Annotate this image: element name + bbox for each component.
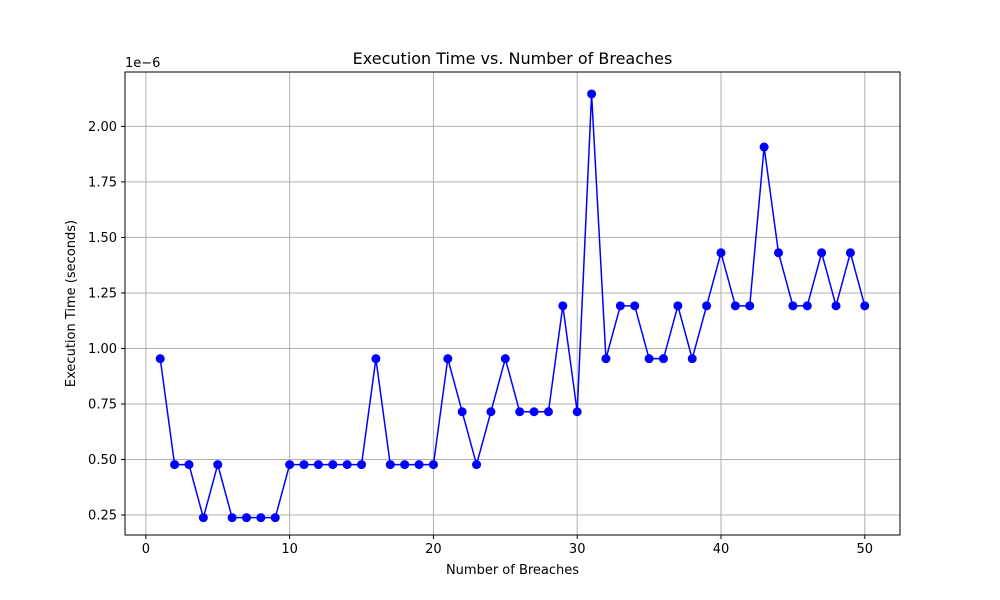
data-point [170,460,180,470]
data-point [730,301,740,311]
y-tick-label: 1.75 [88,175,117,190]
data-point [428,460,438,470]
data-point [802,301,812,311]
y-axis-label: Execution Time (seconds) [64,220,79,387]
data-point [702,301,712,311]
data-point [400,460,410,470]
data-point [774,248,784,258]
data-point [788,301,798,311]
data-point [845,248,855,258]
data-point [184,460,194,470]
x-tick-label: 20 [425,542,442,557]
data-point [673,301,683,311]
axis-ticks: 0 10 20 30 40 50 0.25 0.50 0.75 1.00 1.25 1.50 1.75 2… [88,120,873,557]
data-point [529,407,539,417]
data-point [357,460,367,470]
data-point [558,301,568,311]
data-point [831,301,841,311]
data-point [299,460,309,470]
y-tick-label: 1.50 [88,231,117,246]
data-point [285,460,295,470]
data-point [500,354,510,364]
plot-frame [124,71,901,536]
data-point [572,407,582,417]
data-point [759,142,769,152]
series-layer [155,89,870,523]
data-point [227,513,237,523]
data-point [328,460,338,470]
data-point [658,354,668,364]
data-point [745,301,755,311]
data-point [256,513,266,523]
data-point [385,460,395,470]
data-point [198,513,208,523]
data-point [687,354,697,364]
data-point [587,89,597,99]
x-axis-label: Number of Breaches [446,563,579,578]
data-point [515,407,525,417]
data-point [630,301,640,311]
y-tick-label: 1.00 [88,342,117,357]
data-point [213,460,223,470]
data-point [270,513,280,523]
data-point [241,513,251,523]
data-point [615,301,625,311]
data-point [443,354,453,364]
data-point [472,460,482,470]
data-point [486,407,496,417]
x-tick-label: 0 [142,542,150,557]
x-tick-label: 40 [713,542,730,557]
data-point [644,354,654,364]
data-point [817,248,827,258]
y-tick-label: 0.75 [88,397,117,412]
data-point [601,354,611,364]
data-point [342,460,352,470]
data-point [414,460,424,470]
y-tick-label: 2.00 [88,120,117,135]
y-tick-label: 1.25 [88,286,117,301]
x-tick-label: 10 [281,542,298,557]
data-point [457,407,467,417]
chart-title: Execution Time vs. Number of Breaches [353,49,673,68]
data-point [155,354,165,364]
y-tick-label: 0.25 [88,509,117,524]
data-point [716,248,726,258]
x-tick-label: 50 [856,542,873,557]
y-offset-label: 1e−6 [125,56,160,71]
data-point [313,460,323,470]
data-point [860,301,870,311]
data-point [543,407,553,417]
data-point [371,354,381,364]
y-tick-label: 0.50 [88,453,117,468]
x-tick-label: 30 [569,542,586,557]
